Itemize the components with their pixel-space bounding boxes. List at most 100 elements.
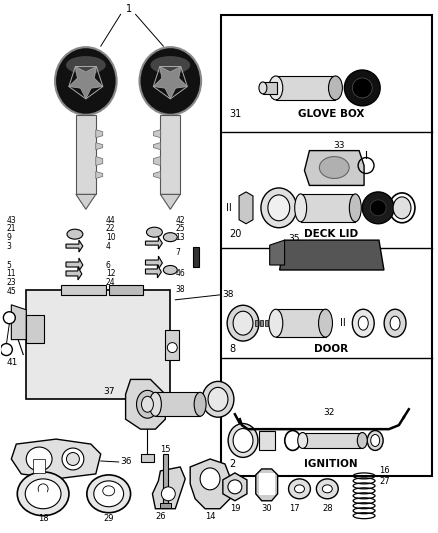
Ellipse shape (295, 194, 307, 222)
Ellipse shape (140, 47, 201, 115)
Ellipse shape (357, 432, 367, 448)
Text: 25: 25 (175, 224, 185, 233)
Bar (39, 489, 47, 503)
Text: 24: 24 (106, 278, 115, 287)
Polygon shape (145, 237, 162, 249)
Ellipse shape (350, 194, 361, 222)
Ellipse shape (390, 316, 400, 330)
Text: 14: 14 (205, 512, 215, 521)
Ellipse shape (367, 431, 383, 450)
Text: 13: 13 (175, 232, 185, 241)
Text: 18: 18 (38, 514, 49, 523)
Ellipse shape (87, 475, 131, 513)
Text: 10: 10 (106, 232, 115, 241)
Ellipse shape (163, 233, 177, 241)
Text: 16: 16 (379, 466, 390, 475)
Polygon shape (66, 240, 83, 252)
Text: 19: 19 (230, 504, 240, 513)
Text: 11: 11 (7, 270, 16, 278)
Text: 30: 30 (261, 504, 272, 513)
Ellipse shape (261, 188, 297, 228)
Text: 35: 35 (289, 233, 300, 243)
Text: 46: 46 (175, 270, 185, 278)
Ellipse shape (319, 157, 349, 179)
Text: 37: 37 (103, 387, 114, 396)
Ellipse shape (141, 397, 153, 412)
Polygon shape (160, 115, 180, 195)
Ellipse shape (384, 309, 406, 337)
Polygon shape (66, 258, 83, 271)
Ellipse shape (103, 486, 115, 496)
Polygon shape (76, 115, 96, 195)
Ellipse shape (318, 309, 332, 337)
Polygon shape (96, 172, 103, 179)
Text: 44: 44 (106, 216, 116, 225)
Text: 3: 3 (7, 241, 11, 251)
Ellipse shape (371, 434, 380, 447)
Polygon shape (145, 265, 161, 278)
Ellipse shape (393, 197, 411, 219)
Circle shape (228, 480, 242, 494)
Circle shape (370, 200, 386, 216)
Text: 38: 38 (222, 290, 234, 300)
Text: DECK LID: DECK LID (304, 229, 358, 239)
Text: 7: 7 (175, 247, 180, 256)
Bar (263, 82, 277, 94)
Text: 41: 41 (7, 358, 18, 367)
Ellipse shape (150, 56, 190, 74)
Polygon shape (239, 192, 253, 224)
Polygon shape (153, 172, 160, 179)
Ellipse shape (269, 309, 283, 337)
Text: 26: 26 (155, 512, 166, 521)
Text: 20: 20 (229, 229, 241, 239)
Bar (155, 392, 200, 416)
Polygon shape (270, 240, 285, 265)
Polygon shape (96, 157, 103, 166)
Text: 2: 2 (229, 459, 235, 470)
Ellipse shape (194, 392, 206, 416)
Text: 1: 1 (126, 4, 132, 14)
Text: 31: 31 (229, 109, 241, 119)
Ellipse shape (352, 309, 374, 337)
Ellipse shape (285, 431, 300, 450)
Ellipse shape (62, 448, 84, 470)
Text: 28: 28 (322, 504, 332, 513)
Polygon shape (279, 240, 384, 270)
Bar (165, 330, 179, 360)
Ellipse shape (38, 484, 48, 494)
Polygon shape (190, 459, 230, 508)
Ellipse shape (146, 227, 162, 237)
Polygon shape (96, 130, 103, 138)
Text: 42: 42 (175, 216, 185, 225)
Text: 29: 29 (103, 514, 114, 523)
Bar (33, 459, 45, 473)
Text: 5: 5 (7, 261, 11, 270)
Text: GLOVE BOX: GLOVE BOX (298, 109, 364, 119)
Bar (260, 320, 263, 326)
Bar (163, 454, 168, 506)
Ellipse shape (269, 76, 283, 100)
Bar (221, 14, 432, 476)
Ellipse shape (17, 472, 69, 516)
Ellipse shape (26, 447, 52, 471)
Polygon shape (69, 67, 103, 99)
Circle shape (0, 344, 12, 356)
Bar (303, 432, 362, 448)
Ellipse shape (358, 316, 368, 330)
Bar (193, 247, 199, 267)
Ellipse shape (208, 387, 228, 411)
Ellipse shape (55, 47, 117, 115)
Text: DOOR: DOOR (314, 344, 348, 354)
Text: 21: 21 (7, 224, 16, 233)
Ellipse shape (233, 429, 253, 453)
Ellipse shape (67, 453, 79, 465)
Circle shape (344, 70, 380, 106)
Ellipse shape (298, 432, 307, 448)
Bar (26, 290, 170, 399)
Bar (61, 285, 106, 295)
Text: 32: 32 (324, 408, 335, 417)
Text: 33: 33 (333, 141, 345, 150)
Text: 43: 43 (7, 216, 16, 225)
Circle shape (4, 312, 15, 324)
Text: 9: 9 (7, 232, 11, 241)
